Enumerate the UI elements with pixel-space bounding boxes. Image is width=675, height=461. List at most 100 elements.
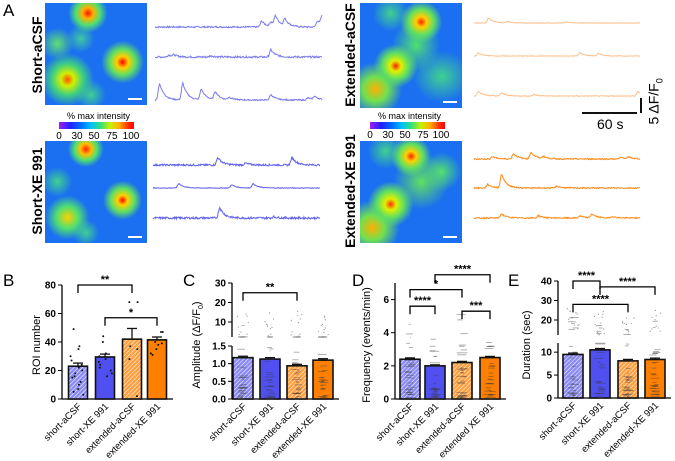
y-tick-label: 0.0	[212, 395, 226, 406]
data-point	[323, 331, 325, 334]
calcium-trace	[473, 52, 641, 57]
data-point	[157, 343, 160, 346]
colorbar-tick: 50	[399, 130, 411, 141]
data-point	[596, 325, 598, 327]
colorbar-title: % max intensity	[67, 111, 131, 121]
data-point	[69, 355, 72, 358]
significance-bracket	[572, 303, 629, 313]
data-point	[241, 325, 243, 327]
data-point	[72, 390, 75, 393]
data-point	[151, 353, 154, 356]
scale-bar-image	[128, 98, 142, 100]
data-point	[128, 301, 131, 304]
calcium-trace	[473, 173, 641, 190]
y-tick-label: 4	[383, 328, 389, 339]
data-point	[238, 333, 240, 336]
data-point	[155, 348, 158, 351]
data-point	[110, 372, 113, 375]
data-point	[264, 321, 266, 323]
calcium-trace	[152, 156, 321, 168]
data-point	[291, 331, 293, 333]
data-point	[240, 331, 242, 333]
data-point	[99, 363, 102, 366]
significance-label: ****	[578, 270, 596, 282]
panel-letter: B	[3, 271, 14, 290]
significance-label: **	[101, 274, 110, 286]
data-point	[621, 322, 624, 324]
data-point	[324, 319, 326, 321]
data-point	[327, 333, 329, 336]
data-point	[269, 328, 272, 330]
data-point	[299, 318, 301, 320]
time-scale-bar	[582, 112, 637, 114]
data-point	[77, 383, 80, 386]
y-tick-label: 80	[45, 281, 57, 292]
data-point	[245, 313, 247, 315]
data-point	[236, 315, 239, 317]
data-point	[269, 312, 271, 314]
data-point	[594, 323, 596, 326]
data-point	[290, 319, 292, 321]
data-point	[271, 326, 273, 329]
data-point	[297, 310, 299, 313]
bar-short-XE-991	[94, 356, 116, 400]
y-tick-label: 20	[541, 315, 553, 326]
y-tick-label: 0	[50, 395, 56, 406]
data-point	[298, 335, 300, 337]
data-point	[625, 317, 628, 319]
data-point	[97, 360, 100, 363]
significance-label: ****	[619, 276, 637, 288]
significance-bracket	[599, 286, 656, 295]
data-point	[630, 322, 632, 325]
data-point	[160, 342, 163, 345]
data-point	[149, 352, 152, 355]
data-point	[657, 327, 659, 329]
y-tick-label: 10	[541, 348, 553, 359]
data-point	[593, 315, 596, 317]
data-point	[597, 331, 599, 334]
scale-bar-image	[128, 236, 142, 238]
significance-label: ****	[454, 264, 472, 276]
data-point	[597, 313, 600, 315]
data-point	[577, 324, 579, 327]
data-point	[136, 348, 139, 351]
data-point	[566, 308, 568, 310]
data-point	[246, 333, 248, 335]
data-point	[323, 315, 325, 317]
calcium-trace	[152, 182, 321, 189]
colorbar-tick: 30	[71, 131, 83, 142]
data-point	[655, 315, 657, 317]
y-tick-label: 0.5	[212, 377, 226, 388]
data-point	[266, 325, 269, 327]
calcium-trace	[154, 13, 323, 29]
significance-label: **	[266, 282, 275, 294]
y-tick-label: 6	[383, 295, 389, 306]
data-point	[299, 333, 301, 335]
data-point	[135, 395, 138, 398]
data-point	[317, 330, 320, 332]
data-point	[265, 323, 267, 325]
data-point	[71, 376, 74, 379]
colorbar-tick: 30	[382, 130, 394, 141]
significance-bracket	[409, 305, 436, 315]
data-point	[272, 318, 275, 320]
data-point	[237, 326, 240, 328]
data-point	[106, 375, 109, 378]
data-point	[625, 323, 628, 326]
data-point	[104, 358, 107, 361]
significance-bracket	[242, 292, 298, 301]
data-point	[654, 309, 657, 311]
data-point	[659, 330, 661, 332]
y-tick-label: 1.5	[212, 342, 226, 353]
data-point	[627, 329, 629, 331]
significance-label: *	[434, 279, 439, 291]
colorbar-tick: 75	[417, 130, 429, 141]
data-point	[659, 312, 662, 314]
data-point	[243, 324, 245, 326]
data-point	[74, 372, 77, 375]
data-point	[321, 323, 324, 325]
y-label-sub: 0	[198, 305, 205, 309]
y-tick-label: 30	[541, 296, 553, 307]
data-point	[603, 333, 605, 335]
